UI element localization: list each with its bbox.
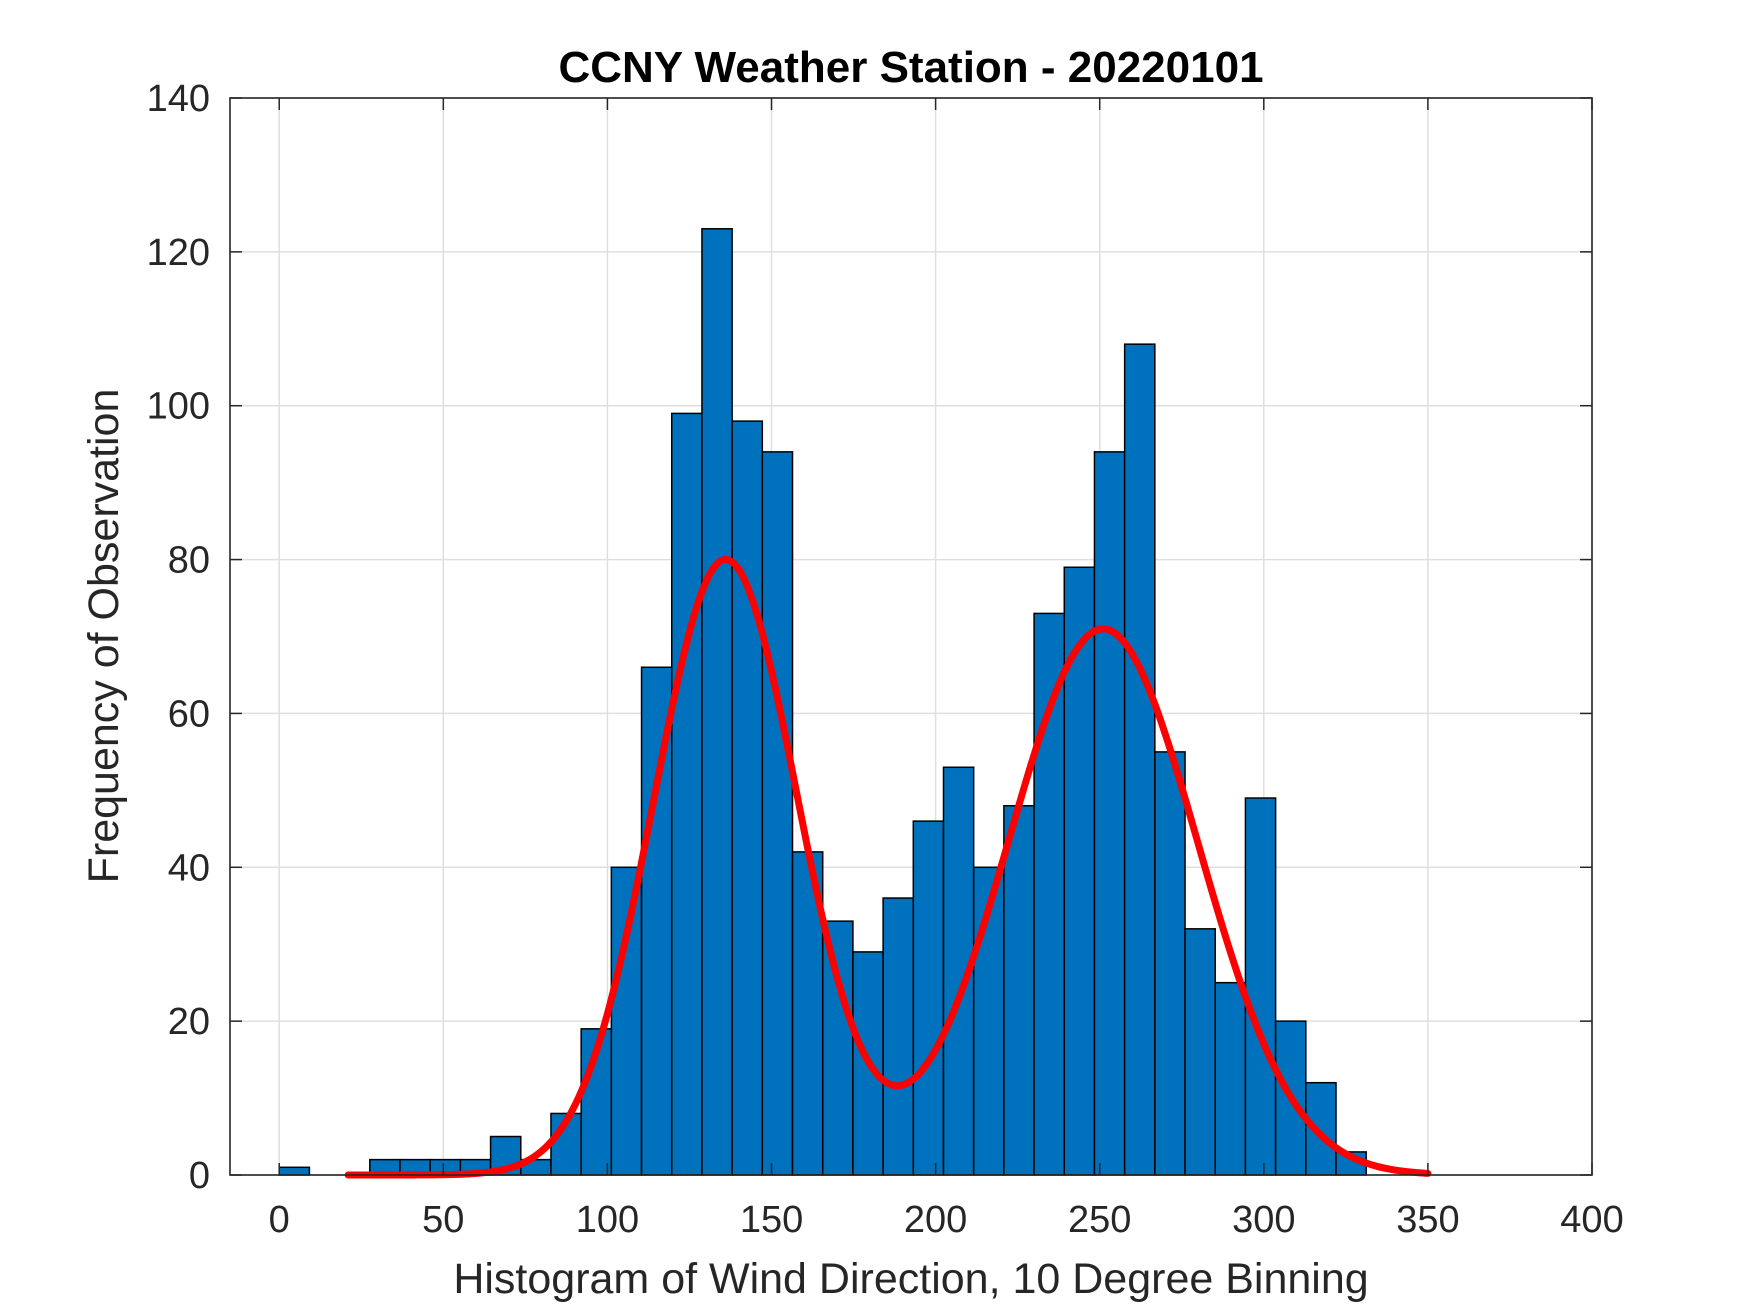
y-tick-labels: 0 20 40 60 80 100 120 140: [147, 78, 210, 1197]
y-tick-label: 80: [168, 540, 210, 582]
x-tick-label: 0: [269, 1199, 290, 1241]
y-tick-label: 60: [168, 693, 210, 735]
x-tick-label: 250: [1068, 1199, 1131, 1241]
histogram-bar: [640, 666, 673, 1176]
fit-curve-group: [344, 555, 1432, 1179]
histogram-bars: [278, 228, 1367, 1176]
x-tick-label: 350: [1396, 1199, 1459, 1241]
y-tick-label: 0: [189, 1155, 210, 1197]
histogram-bar: [610, 866, 643, 1176]
x-tick-label: 50: [422, 1199, 464, 1241]
histogram-bar: [1093, 451, 1126, 1176]
histogram-bar: [731, 420, 764, 1176]
histogram-bar: [670, 412, 703, 1176]
histogram-bar: [278, 1166, 311, 1176]
axes-box: [229, 97, 1593, 1176]
histogram-bar: [1123, 343, 1156, 1176]
x-tick-label: 200: [904, 1199, 967, 1241]
y-tick-label: 40: [168, 847, 210, 889]
y-tick-label: 140: [147, 78, 210, 120]
x-tick-label: 100: [576, 1199, 639, 1241]
histogram-bar: [912, 820, 945, 1176]
tick-marks: [230, 97, 1593, 1176]
fit-curve: [344, 555, 1432, 1179]
x-tick-label: 400: [1560, 1199, 1623, 1241]
histogram-bar: [882, 897, 915, 1176]
histogram-bar: [761, 451, 794, 1176]
histogram-bar: [1154, 751, 1186, 1176]
x-tick-labels: 0 50 100 150 200 250 300 350 400: [269, 1199, 1624, 1241]
x-tick-label: 300: [1232, 1199, 1295, 1241]
y-tick-label: 20: [168, 1001, 210, 1043]
x-tick-label: 150: [740, 1199, 803, 1241]
histogram-bar: [821, 920, 854, 1176]
histogram-bar: [1033, 612, 1066, 1176]
x-axis-label: Histogram of Wind Direction, 10 Degree B…: [453, 1255, 1368, 1303]
y-axis-label: Frequency of Observation: [80, 389, 128, 884]
y-tick-label: 120: [147, 232, 210, 274]
histogram-bar: [1244, 797, 1277, 1176]
chart-title: CCNY Weather Station - 20220101: [558, 43, 1263, 92]
histogram-bar: [1003, 804, 1035, 1176]
histogram-bar: [701, 228, 733, 1176]
histogram-bar: [1184, 928, 1216, 1176]
histogram-bar: [1214, 981, 1247, 1176]
y-tick-label: 100: [147, 386, 210, 428]
